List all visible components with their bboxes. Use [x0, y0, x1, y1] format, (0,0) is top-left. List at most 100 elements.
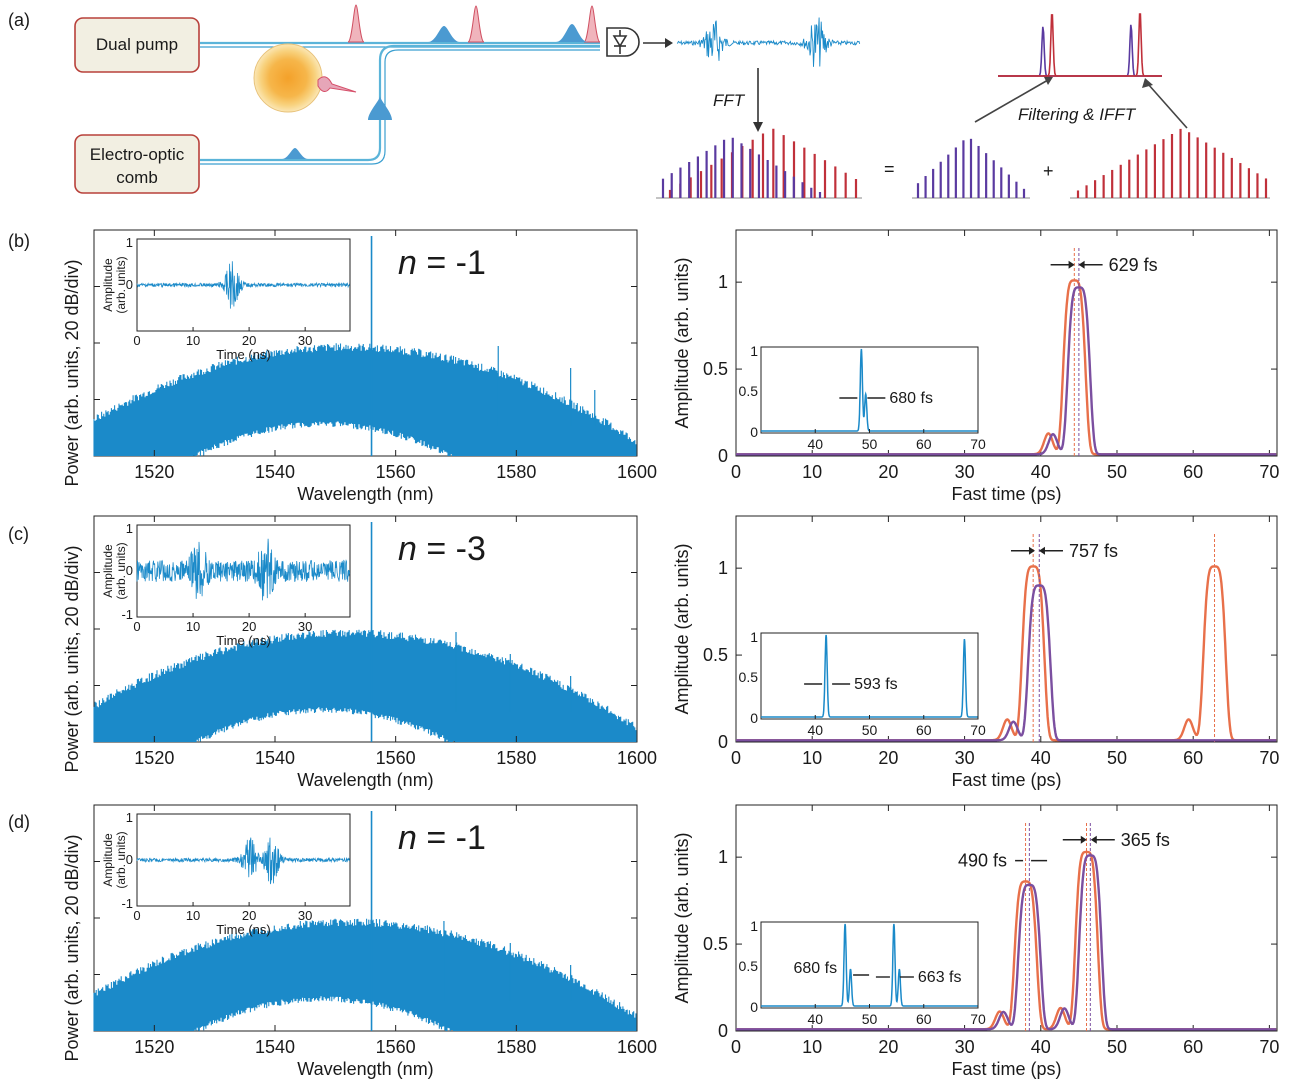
comb-pulse-blue [556, 24, 588, 42]
inset-y-axis-label: Amplitude [101, 258, 115, 312]
x-tick-label: 0 [731, 1037, 741, 1057]
inset-x-tick-label: 70 [970, 436, 986, 452]
x-axis-label: Wavelength (nm) [297, 1059, 433, 1079]
x-tick-label: 70 [1259, 462, 1279, 482]
inset-x-tick-label: 40 [807, 722, 823, 738]
y-tick-label: 1 [718, 272, 728, 292]
width-annotation: 365 fs [1121, 830, 1170, 850]
inset-width-annotation: 663 fs [918, 969, 962, 986]
eo-comb-box [74, 134, 200, 194]
inset-x-tick-label: 40 [807, 436, 823, 452]
inset-y-tick-label: 0.5 [739, 669, 759, 685]
inset-frame [760, 346, 979, 434]
plot-frame [735, 229, 1278, 457]
inset-x-tick-label: 0 [133, 908, 140, 923]
inset-x-tick-label: 40 [807, 1011, 823, 1027]
inset-x-tick-label: 60 [916, 1011, 932, 1027]
schematic-panel: (a) Dual pump Electro-optic comb [8, 4, 1270, 199]
inset-y-tick-label: 1 [126, 521, 133, 536]
pump-pulse-red [347, 4, 365, 43]
dual-pump-label: Dual pump [96, 35, 178, 54]
spectrum-plot: 1520 1540 1560 1580 1600 Wavelength (nm) Power… [62, 515, 657, 790]
x-tick-label: 1560 [376, 748, 416, 768]
inset-pulses: 40 50 60 70 1 0.5 0 593 fs [739, 629, 986, 738]
width-annotation: 629 fs [1109, 255, 1158, 275]
spectrum-trace [93, 629, 637, 742]
x-tick-label: 60 [1183, 1037, 1203, 1057]
filter-arrow-left-head [1043, 75, 1053, 85]
inset-y-axis-label: (arb. units) [114, 831, 128, 888]
inset-y-tick-label: 0 [750, 424, 758, 440]
inset-trace [136, 261, 351, 309]
y-tick-label: 0.5 [703, 934, 728, 954]
panel-label-a: (a) [8, 10, 30, 30]
mode-index-symbol: n [398, 244, 417, 282]
inset-x-axis-label: Time (ns) [216, 633, 270, 648]
spectrum-trace [93, 918, 637, 1031]
x-tick-label: 0 [731, 462, 741, 482]
inset-y-tick-label: 0 [750, 710, 758, 726]
x-tick-label: 50 [1107, 748, 1127, 768]
inset-y-tick-label: 0.5 [739, 383, 759, 399]
eo-comb-label-1: Electro-optic [90, 145, 185, 164]
x-tick-label: 70 [1259, 748, 1279, 768]
y-tick-label: 0.5 [703, 359, 728, 379]
y-tick-label: 0 [718, 446, 728, 466]
inset-x-tick-label: 50 [862, 1011, 878, 1027]
x-tick-label: 40 [1031, 462, 1051, 482]
fiber-pulses [282, 4, 601, 159]
x-tick-label: 30 [955, 462, 975, 482]
y-tick-label: 1 [718, 847, 728, 867]
x-tick-label: 70 [1259, 1037, 1279, 1057]
interferogram-trace [676, 17, 861, 67]
x-tick-label: 0 [731, 748, 741, 768]
mode-index-value: = -1 [417, 819, 486, 857]
inset-width-annotation: 680 fs [889, 390, 933, 407]
y-tick-label: 0 [718, 1021, 728, 1041]
inset-frame [760, 921, 979, 1009]
inset-x-tick-label: 20 [242, 619, 256, 634]
arrow-head [1080, 835, 1087, 844]
mode-index-value: = -3 [417, 530, 486, 568]
y-axis-label: Amplitude (arb. units) [672, 543, 692, 714]
x-tick-label: 10 [802, 462, 822, 482]
panel-label-b: (b) [8, 231, 30, 251]
x-tick-label: 50 [1107, 1037, 1127, 1057]
arrow-head [1068, 260, 1075, 269]
arrow-head [1090, 835, 1097, 844]
y-tick-label: 0.5 [703, 645, 728, 665]
inset-y-axis-label: Amplitude [101, 544, 115, 598]
spectrum-plot: 1520 1540 1560 1580 1600 Wavelength (nm) Power… [62, 229, 657, 504]
inset-pulses: 40 50 60 70 1 0.5 0 680 fs 663 fs [739, 918, 986, 1027]
inset-y-tick-label: -1 [121, 896, 133, 911]
x-tick-label: 30 [955, 1037, 975, 1057]
y-axis-label: Power (arb. units, 20 dB/div) [62, 834, 82, 1061]
y-axis-label: Amplitude (arb. units) [672, 832, 692, 1003]
inset-x-tick-label: 0 [133, 619, 140, 634]
inset-x-axis-label: Time (ns) [216, 922, 270, 937]
x-tick-label: 40 [1031, 748, 1051, 768]
inset-y-tick-label: 0.5 [739, 958, 759, 974]
inset-x-tick-label: 10 [186, 619, 200, 634]
purple-trace [736, 584, 1277, 742]
inset-y-axis-label: Amplitude [101, 833, 115, 887]
inset-x-tick-label: 10 [186, 333, 200, 348]
inset-x-tick-label: 0 [133, 333, 140, 348]
x-tick-label: 1520 [134, 748, 174, 768]
y-axis-label: Amplitude (arb. units) [672, 257, 692, 428]
fft-label: FFT [713, 91, 746, 110]
inset-x-tick-label: 70 [970, 722, 986, 738]
x-axis-label: Fast time (ps) [951, 770, 1061, 790]
purple-trace [736, 286, 1277, 456]
x-tick-label: 10 [802, 748, 822, 768]
x-axis-label: Wavelength (nm) [297, 770, 433, 790]
inset-y-tick-label: 1 [750, 918, 758, 934]
y-axis-label: Power (arb. units, 20 dB/div) [62, 545, 82, 772]
x-tick-label: 1520 [134, 462, 174, 482]
inset-width-annotation: 680 fs [793, 960, 837, 977]
pump-pulse-red [583, 5, 601, 43]
inset-x-tick-label: 60 [916, 722, 932, 738]
